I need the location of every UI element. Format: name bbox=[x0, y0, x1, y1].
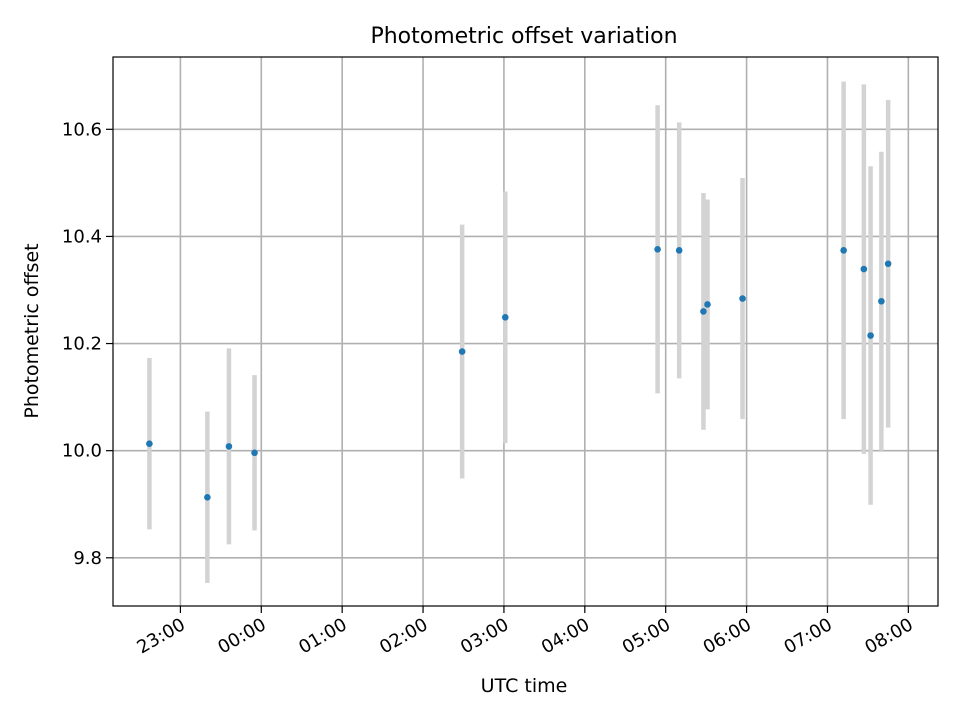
data-point bbox=[204, 493, 211, 501]
y-tick-label: 10.0 bbox=[62, 441, 102, 462]
data-point bbox=[840, 247, 847, 254]
data-point bbox=[878, 297, 885, 305]
y-tick-label: 10.4 bbox=[62, 226, 102, 247]
data-point bbox=[704, 301, 711, 308]
plot-frame bbox=[112, 56, 939, 607]
data-point bbox=[860, 265, 868, 273]
data-point bbox=[458, 348, 466, 355]
y-ticks: 9.8 10.0 10.2 10.4 10.6 bbox=[62, 119, 113, 569]
data-point bbox=[251, 449, 258, 457]
data-points bbox=[146, 245, 892, 501]
data-point bbox=[867, 332, 874, 339]
y-tick-label: 10.2 bbox=[62, 334, 102, 355]
data-point bbox=[675, 247, 683, 254]
chart-title: Photometric offset variation bbox=[370, 24, 677, 49]
data-point bbox=[700, 308, 707, 315]
data-point bbox=[146, 440, 153, 448]
data-point bbox=[884, 260, 892, 268]
y-axis-label: Photometric offset bbox=[21, 243, 43, 418]
x-axis-label: UTC time bbox=[481, 675, 568, 697]
data-point bbox=[225, 443, 233, 450]
data-point bbox=[501, 314, 509, 321]
data-point bbox=[654, 245, 661, 253]
y-tick-label: 10.6 bbox=[62, 119, 102, 140]
data-point bbox=[739, 295, 746, 302]
y-tick-label: 9.8 bbox=[73, 548, 102, 569]
